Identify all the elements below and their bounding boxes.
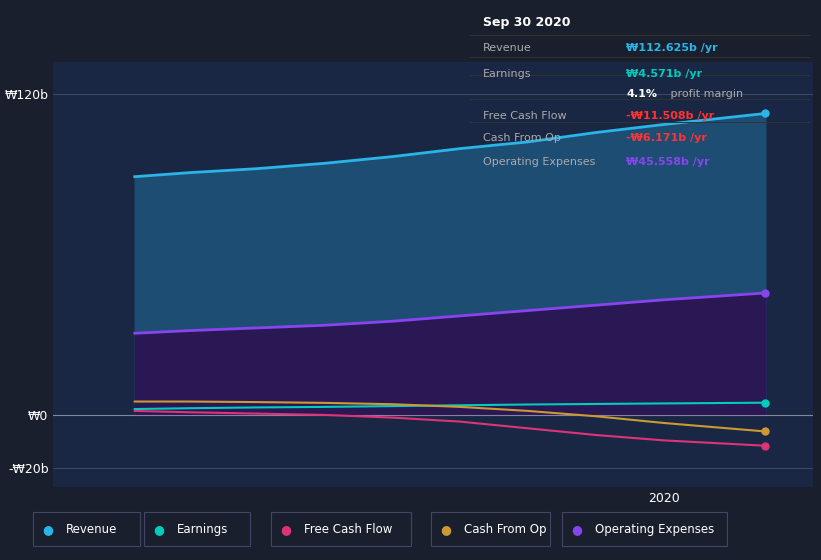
- Text: ₩45.558b /yr: ₩45.558b /yr: [626, 157, 710, 167]
- Text: Earnings: Earnings: [177, 522, 228, 536]
- Text: ₩112.625b /yr: ₩112.625b /yr: [626, 43, 718, 53]
- Text: Operating Expenses: Operating Expenses: [484, 157, 595, 167]
- Text: ₩4.571b /yr: ₩4.571b /yr: [626, 68, 703, 78]
- Text: -₩11.508b /yr: -₩11.508b /yr: [626, 111, 714, 121]
- Text: Free Cash Flow: Free Cash Flow: [304, 522, 392, 536]
- Text: Free Cash Flow: Free Cash Flow: [484, 111, 566, 121]
- Text: ●: ●: [440, 522, 452, 536]
- Text: ●: ●: [280, 522, 291, 536]
- Text: ●: ●: [571, 522, 583, 536]
- Text: Operating Expenses: Operating Expenses: [595, 522, 714, 536]
- Text: Cash From Op: Cash From Op: [484, 133, 561, 143]
- Text: Earnings: Earnings: [484, 68, 532, 78]
- Text: ●: ●: [42, 522, 53, 536]
- Text: Revenue: Revenue: [484, 43, 532, 53]
- Text: ●: ●: [153, 522, 164, 536]
- Text: 4.1%: 4.1%: [626, 89, 658, 99]
- Text: Revenue: Revenue: [66, 522, 117, 536]
- Text: profit margin: profit margin: [667, 89, 743, 99]
- Text: Sep 30 2020: Sep 30 2020: [484, 16, 571, 29]
- Text: -₩6.171b /yr: -₩6.171b /yr: [626, 133, 707, 143]
- Text: Cash From Op: Cash From Op: [464, 522, 546, 536]
